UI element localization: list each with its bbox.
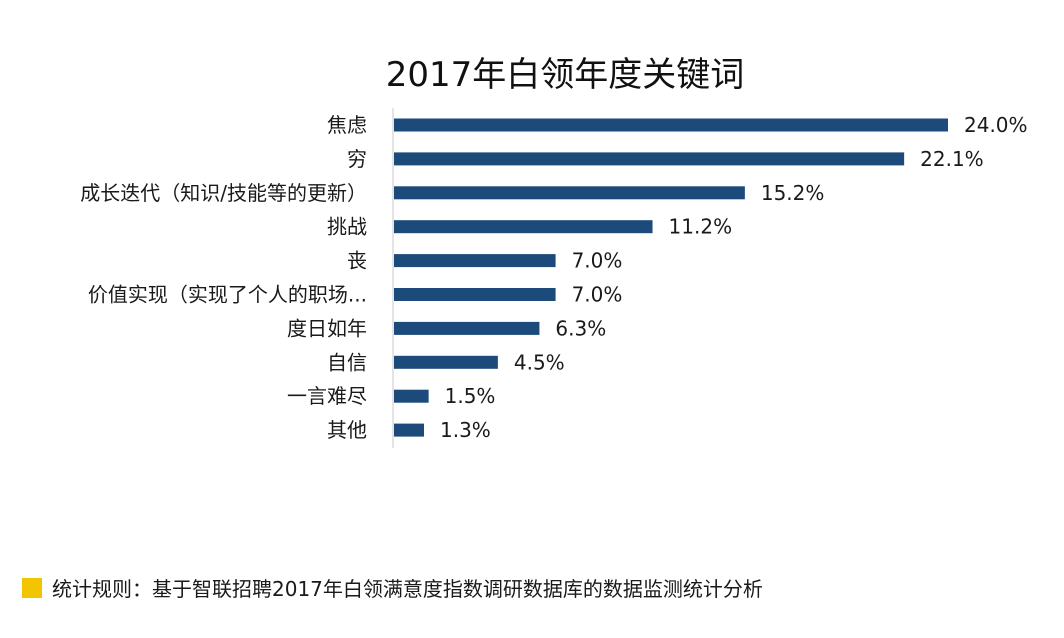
bar [394,423,425,437]
data-label: 1.5% [445,384,496,408]
category-label: 焦虑 [327,113,367,137]
bar [394,288,556,301]
category-label: 自信 [327,350,367,374]
data-label: 24.0% [964,113,1028,137]
data-label: 15.2% [761,181,825,205]
bar [394,152,905,166]
bar [394,220,653,234]
footnote-text: 统计规则：基于智联招聘2017年白领满意度指数调研数据库的数据监测统计分析 [52,577,763,601]
bar [394,118,948,132]
category-label: 一言难尽 [287,384,367,408]
data-label: 11.2% [669,215,733,239]
category-label: 挑战 [327,215,367,239]
category-label: 丧 [347,249,367,273]
data-label: 4.5% [514,350,565,374]
bar [394,254,556,268]
data-label: 7.0% [572,283,623,307]
data-label: 22.1% [920,147,984,171]
bar [394,321,540,335]
bar [394,186,745,200]
data-label: 6.3% [555,316,606,340]
category-label: 成长迭代（知识/技能等的更新） [80,181,367,205]
data-label: 7.0% [572,249,623,273]
data-label: 1.3% [440,418,491,442]
bars-group: 焦虑 24.0% 穷 22.1% 成长迭代（知识/技能等的更新） 15.2% 挑战 11.2%… [80,113,1027,442]
bar [394,355,498,369]
category-label: 价值实现（实现了个人的职场... [88,283,367,307]
chart-title: 2017年白领年度关键词 [386,55,745,95]
footnote-legend-swatch [22,577,42,598]
bar [394,389,429,403]
category-label: 其他 [327,418,367,442]
footnote: 统计规则：基于智联招聘2017年白领满意度指数调研数据库的数据监测统计分析 [22,573,763,602]
category-label: 穷 [347,147,367,171]
category-label: 度日如年 [287,316,367,340]
